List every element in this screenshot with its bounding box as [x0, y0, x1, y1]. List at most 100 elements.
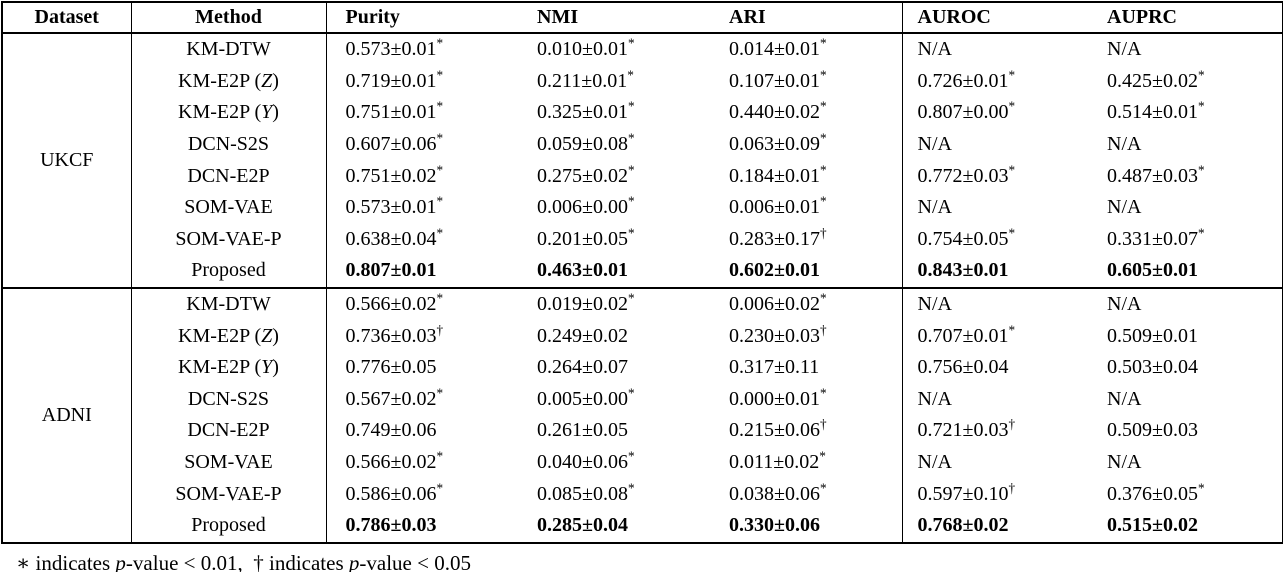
value-cell: N/A [917, 38, 952, 61]
significance-star: * [436, 98, 444, 114]
value-cell: 0.184±0.01* [710, 160, 903, 192]
table-row: SOM-VAE-P 0.638±0.04* 0.201±0.05* 0.283±0.1… [2, 223, 1283, 256]
method-cell: DCN-E2P [131, 415, 327, 447]
table-row: DCN-E2P 0.751±0.02* 0.275±0.02* 0.184±0.01*… [2, 160, 1283, 192]
value-cell: 0.283±0.17† [710, 223, 903, 256]
significance-star: * [819, 67, 827, 83]
table-header: Dataset Method Purity NMI ARI AUROC AUPR… [2, 2, 1283, 33]
significance-star: * [819, 290, 827, 306]
value-cell: 0.040±0.06* [537, 448, 635, 474]
method-cell: KM-DTW [131, 33, 327, 66]
value-cell: 0.726±0.01* [917, 67, 1016, 92]
value-cell: 0.005±0.00* [537, 385, 635, 410]
value-cell: 0.261±0.05 [537, 419, 628, 442]
dataset-cell: UKCF [2, 33, 132, 288]
value-cell: 0.006±0.01* [710, 191, 903, 224]
footnote-text: -value < 0.01, [125, 550, 254, 572]
value-cell: 0.330±0.06 [710, 509, 903, 543]
column-header-auprc: AUPRC [1107, 6, 1177, 28]
value-cell: 0.085±0.08* [537, 479, 635, 505]
significance-star: * [1008, 225, 1016, 241]
value-cell: 0.567±0.02* [345, 385, 444, 410]
method-cell: DCN-E2P [131, 160, 327, 192]
significance-star: * [627, 193, 635, 209]
significance-dagger: † [819, 321, 827, 337]
script-letter: Z [261, 324, 273, 347]
significance-star: * [627, 98, 635, 114]
method-cell: SOM-VAE [131, 191, 327, 224]
significance-star: * [436, 290, 444, 306]
value-cell: 0.566±0.02* [345, 448, 444, 474]
significance-star: * [819, 130, 827, 146]
method-cell: DCN-S2S [131, 383, 327, 416]
value-cell: 0.425±0.02* [1107, 67, 1205, 92]
footnote-p-symbol: p [115, 550, 126, 572]
value-cell: 0.772±0.03* [917, 162, 1016, 187]
value-cell: 0.751±0.02* [345, 162, 444, 187]
value-cell: 0.107±0.01* [710, 65, 903, 98]
significance-star: * [819, 162, 827, 178]
value-cell: 0.011±0.02* [710, 446, 903, 479]
value-cell: 0.605±0.01 [1107, 259, 1198, 282]
value-cell: 0.754±0.05* [917, 225, 1016, 250]
table-row: SOM-VAE 0.566±0.02* 0.040±0.06* 0.011±0.02*… [2, 446, 1283, 479]
significance-star: * [436, 448, 444, 464]
significance-star: * [627, 225, 635, 241]
footnote-text: -value < 0.05 [359, 550, 471, 572]
value-cell: 0.597±0.10† [917, 479, 1016, 505]
significance-star: * [627, 448, 635, 464]
significance-star: * [1197, 479, 1205, 495]
significance-star: * [819, 193, 827, 209]
value-cell: 0.768±0.02 [917, 514, 1009, 537]
significance-dagger: † [1008, 416, 1016, 432]
value-cell: 0.014±0.01* [710, 33, 903, 66]
value-cell: 0.751±0.01* [345, 98, 444, 124]
value-cell: 0.317±0.11 [710, 351, 903, 384]
column-header-dataset: Dataset [2, 2, 132, 33]
column-header-nmi: NMI [537, 6, 579, 28]
significance-star: * [436, 67, 444, 83]
value-cell: 0.006±0.00* [537, 193, 635, 219]
dataset-cell: ADNI [2, 287, 132, 543]
method-cell: SOM-VAE [131, 446, 327, 479]
value-cell: 0.000±0.01* [710, 383, 903, 416]
table-row: KM-E2P (Z) 0.719±0.01* 0.211±0.01* 0.107±0.… [2, 65, 1283, 98]
value-cell: 0.331±0.07* [1107, 225, 1205, 250]
value-cell: 0.010±0.01* [537, 35, 635, 61]
value-cell: 0.509±0.03 [1107, 419, 1198, 442]
column-header-method: Method [131, 2, 327, 33]
significance-footnote: ∗ indicates p-value < 0.01, † indicates … [16, 551, 1283, 572]
value-cell: 0.573±0.01* [345, 35, 444, 61]
significance-star: * [627, 67, 634, 83]
method-cell: SOM-VAE-P [131, 223, 327, 256]
significance-star: * [819, 479, 827, 495]
column-header-purity: Purity [345, 6, 400, 28]
significance-star: * [819, 35, 827, 51]
method-cell: KM-E2P (Y) [131, 97, 327, 129]
significance-star: * [627, 162, 635, 178]
significance-dagger: † [819, 416, 827, 432]
table-row: DCN-S2S 0.607±0.06* 0.059±0.08* 0.063±0.09*… [2, 128, 1283, 161]
table-row: Proposed 0.786±0.03 0.285±0.04 0.330±0.06 0.… [2, 509, 1283, 543]
significance-star: * [819, 385, 827, 401]
significance-dagger: † [1008, 479, 1016, 495]
value-cell: N/A [917, 387, 952, 410]
significance-star: * [1197, 98, 1205, 114]
table-row: SOM-VAE-P 0.586±0.06* 0.085±0.08* 0.038±0.0… [2, 478, 1283, 510]
table-row: KM-E2P (Z) 0.736±0.03† 0.249±0.02 0.230±0.0… [2, 320, 1283, 352]
table-row: KM-E2P (Y) 0.751±0.01* 0.325±0.01* 0.440±0.… [2, 97, 1283, 129]
significance-star: * [1197, 162, 1205, 178]
footnote-text: † indicates [253, 550, 349, 572]
table-row: DCN-E2P 0.749±0.06 0.261±0.05 0.215±0.06† 0.… [2, 415, 1283, 447]
significance-star: * [1008, 321, 1016, 337]
significance-star: * [1197, 225, 1205, 241]
method-cell: KM-E2P (Z) [131, 65, 327, 98]
significance-dagger: † [819, 225, 827, 241]
value-cell: 0.786±0.03 [345, 514, 437, 537]
value-cell: 0.503±0.04 [1107, 356, 1198, 379]
value-cell: 0.509±0.01 [1107, 324, 1198, 347]
value-cell: 0.736±0.03† [345, 321, 444, 347]
significance-star: * [627, 290, 635, 306]
value-cell: 0.586±0.06* [345, 479, 444, 505]
